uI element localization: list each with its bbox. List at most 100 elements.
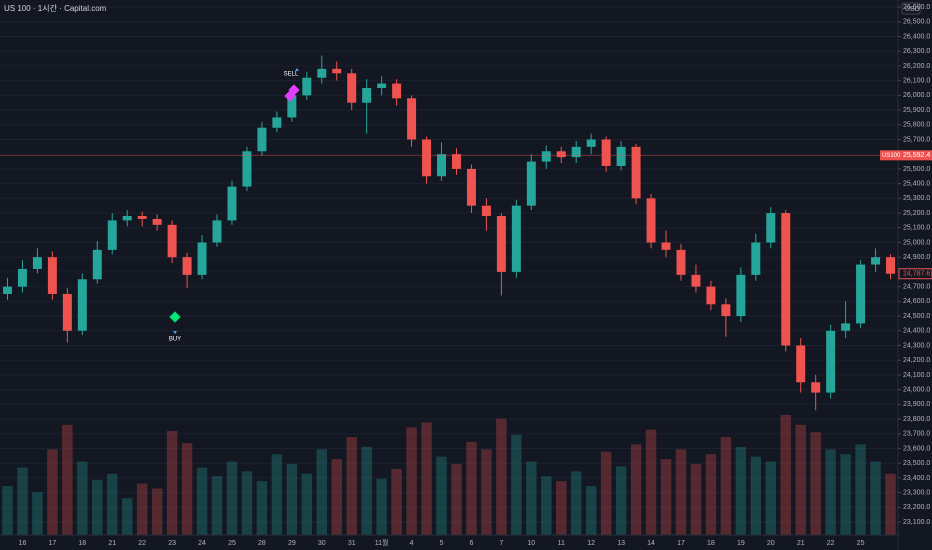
currency-box (901, 2, 921, 15)
candle-body (691, 274, 701, 287)
chart-header: US 100 · 1시간 · Capital.com (4, 3, 107, 13)
x-tick-label: 14 (647, 540, 655, 547)
x-tick-label: 20 (767, 540, 775, 547)
candle-body (811, 382, 821, 393)
last-tag: 24,787.6 (903, 271, 930, 278)
candle-body (556, 151, 566, 158)
x-tick-label: 22 (827, 540, 835, 547)
volume-bar (735, 446, 747, 535)
candle-body (841, 323, 851, 331)
y-tick-label: 26,000.0 (903, 92, 930, 99)
y-tick-label: 24,700.0 (903, 283, 930, 290)
x-tick-label: 11월 (375, 538, 389, 547)
candle-body (796, 345, 806, 383)
y-tick-label: 24,100.0 (903, 372, 930, 379)
x-tick-label: 21 (108, 540, 116, 547)
volume-bar (630, 444, 642, 535)
candle-body (451, 154, 461, 169)
y-tick-label: 24,600.0 (903, 298, 930, 305)
candle-body (616, 146, 626, 166)
candle-body (122, 216, 132, 221)
y-tick-label: 23,800.0 (903, 416, 930, 423)
y-tick-label: 24,200.0 (903, 357, 930, 364)
volume-layer (0, 6, 898, 535)
candle-body (332, 68, 342, 74)
sell-label: SELL (284, 72, 299, 78)
candle-body (107, 220, 117, 250)
volume-bar (690, 463, 702, 535)
y-tick-label: 23,300.0 (903, 489, 930, 496)
volume-bar (481, 449, 492, 535)
y-tick-label: 23,200.0 (903, 504, 930, 511)
volume-bar (271, 454, 283, 535)
candle-body (466, 168, 476, 206)
volume-bar (136, 483, 148, 535)
x-tick-label: 17 (677, 540, 685, 547)
candle-body (661, 242, 671, 250)
x-tick-label: 6 (469, 540, 473, 547)
candle-body (856, 264, 866, 324)
volume-bar (47, 449, 58, 535)
candle-body (2, 286, 12, 294)
candle-body (766, 213, 776, 243)
volume-bar (451, 463, 462, 535)
y-tick-label: 24,300.0 (903, 342, 930, 349)
volume-bar (17, 467, 28, 535)
x-tick-label: 17 (48, 540, 56, 547)
candle-body (377, 83, 387, 88)
buy-arrow (173, 331, 177, 334)
buy-label: BUY (169, 337, 181, 343)
volume-bar (92, 479, 103, 535)
x-tick-label: 5 (440, 540, 444, 547)
candle-body (362, 87, 372, 103)
y-tick-label: 25,500.0 (903, 166, 930, 173)
y-tick-label: 25,400.0 (903, 180, 930, 187)
y-tick-label: 26,400.0 (903, 33, 930, 40)
x-tick-label: 16 (19, 540, 27, 547)
x-tick-label: 11 (558, 540, 565, 547)
volume-bar (720, 437, 732, 535)
candle-body (167, 224, 177, 258)
x-tick-label: 25 (228, 540, 236, 547)
candle-body (751, 242, 761, 275)
y-tick-label: 25,200.0 (903, 210, 930, 217)
volume-bar (526, 461, 537, 535)
y-tick-label: 26,500.0 (903, 19, 930, 26)
y-tick-label: 23,500.0 (903, 460, 930, 467)
candle-body (92, 249, 102, 280)
volume-bar (226, 461, 238, 535)
candle-body (631, 146, 641, 199)
volume-bar (810, 432, 821, 535)
volume-bar (391, 468, 402, 535)
candle-body (182, 257, 192, 275)
candle-body (826, 330, 836, 393)
volume-bar (376, 478, 387, 535)
y-tick-label: 25,300.0 (903, 195, 930, 202)
candle-body (721, 304, 731, 317)
volume-bar (32, 492, 43, 535)
volume-bar (645, 429, 657, 535)
volume-bar (466, 441, 477, 535)
candle-body (77, 279, 87, 331)
volume-bar (346, 437, 357, 535)
x-tick-label: 28 (258, 540, 266, 547)
volume-bar (436, 456, 447, 535)
y-tick-label: 24,400.0 (903, 328, 930, 335)
candle-body (212, 220, 222, 243)
price-tag: 25,592.4 (903, 152, 930, 159)
y-tick-label: 23,900.0 (903, 401, 930, 408)
y-tick-label: 25,000.0 (903, 239, 930, 246)
currency: USD (905, 6, 920, 13)
y-tick-label: 24,500.0 (903, 313, 930, 320)
x-tick-label: 29 (288, 540, 296, 547)
volume-bar (301, 473, 313, 535)
y-tick-label: 24,900.0 (903, 254, 930, 261)
candle-body (47, 257, 57, 294)
x-tick-label: 21 (797, 540, 805, 547)
volume-bar (121, 498, 133, 535)
volume-bar (541, 476, 552, 535)
volume-bar (885, 473, 896, 535)
x-tick-label: 23 (168, 540, 176, 547)
volume-bar (496, 418, 507, 535)
